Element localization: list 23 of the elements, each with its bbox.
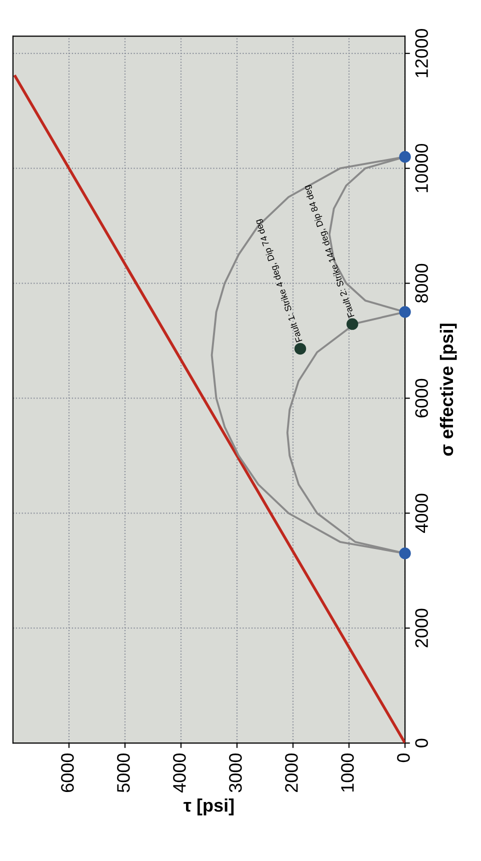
point <box>294 342 306 355</box>
y-tick-label: 6000 <box>415 378 428 418</box>
x-tick-label: 3000 <box>229 753 242 792</box>
point <box>399 548 411 560</box>
y-tick-label: 0 <box>415 738 428 748</box>
point <box>399 306 411 318</box>
x-axis-title: τ [psi] <box>184 798 234 816</box>
point <box>346 318 358 330</box>
x-tick-label: 2000 <box>285 753 298 792</box>
x-tick-label: 5000 <box>117 753 130 792</box>
y-tick-label: 4000 <box>415 494 428 533</box>
y-axis-title: σ effective [psi] <box>440 324 457 456</box>
annotation: Fault 2: Strike 144 deg, Dip 84 deg <box>303 184 356 318</box>
x-tick-label: 4000 <box>173 753 186 793</box>
point <box>399 151 411 163</box>
annotation: Fault 1: Strike 4 deg, Dip 74 deg <box>254 218 304 343</box>
y-tick-label: 10000 <box>415 144 428 192</box>
x-tick-label: 1000 <box>341 753 354 792</box>
y-tick-label: 8000 <box>415 264 428 303</box>
y-tick-label: 2000 <box>415 608 428 648</box>
x-tick-label: 0 <box>397 753 410 762</box>
x-tick-label: 6000 <box>61 753 74 792</box>
y-tick-label: 12000 <box>415 29 428 78</box>
